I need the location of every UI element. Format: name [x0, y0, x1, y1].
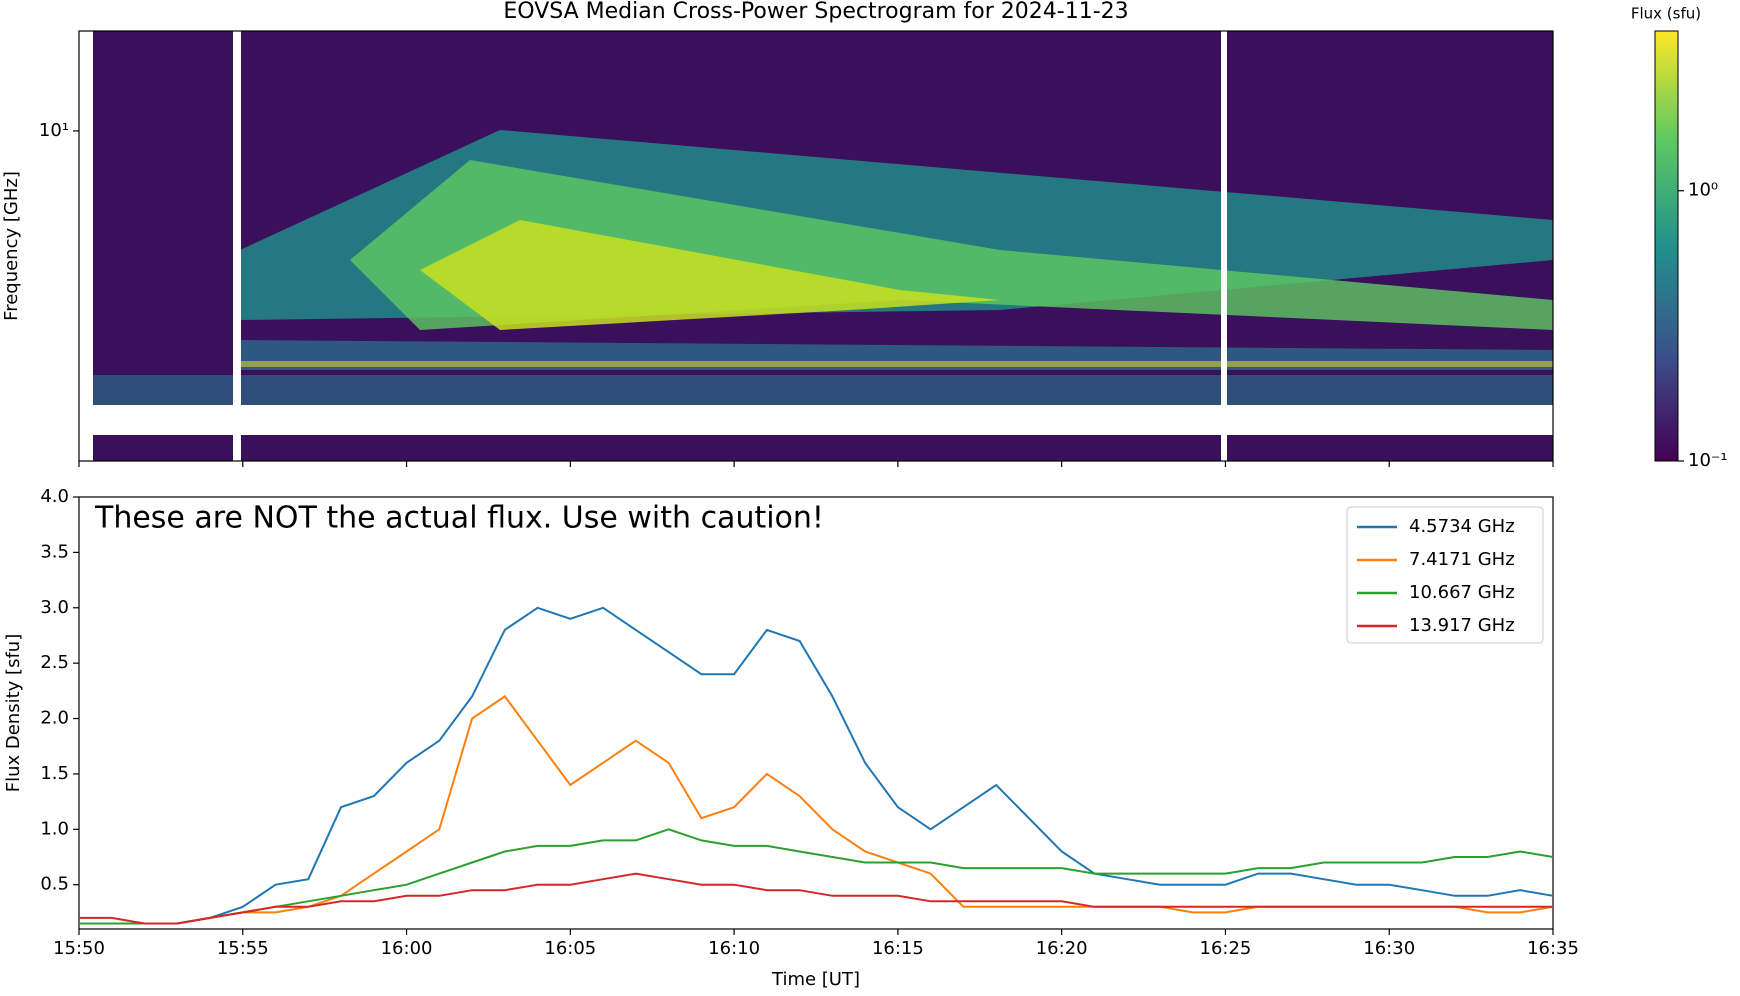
colorbar-label: Flux (sfu) — [1631, 5, 1701, 23]
line-frame — [78, 496, 1554, 930]
x-tick-label: 16:10 — [708, 938, 760, 959]
spectrogram-frame — [78, 30, 1554, 462]
colorbar — [1654, 30, 1679, 462]
x-tick-label: 16:15 — [872, 938, 924, 959]
x-tick-label: 16:00 — [381, 938, 433, 959]
annotation: These are NOT the actual flux. Use with … — [94, 501, 824, 536]
legend-label: 13.917 GHz — [1409, 615, 1515, 636]
x-tick-label: 15:50 — [53, 938, 105, 959]
y-axis-label: Flux Density [sfu] — [3, 634, 24, 792]
spectrogram-image — [93, 31, 1553, 461]
y-tick-label: 3.5 — [40, 541, 69, 562]
x-tick-label: 16:30 — [1363, 938, 1415, 959]
x-tick-label: 16:35 — [1527, 938, 1579, 959]
y-tick-label: 0.5 — [40, 874, 69, 895]
series-line — [79, 872, 1553, 925]
series-line — [79, 828, 1554, 925]
y-tick-label: 2.5 — [40, 652, 69, 673]
y-tick-label: 2.0 — [40, 708, 69, 729]
series-line — [79, 606, 1554, 925]
x-tick-label: 16:25 — [1200, 938, 1252, 959]
colorbar-tick-label: 10⁻¹ — [1688, 450, 1728, 471]
title: EOVSA Median Cross-Power Spectrogram for… — [503, 0, 1128, 24]
y-tick-label: 1.0 — [40, 818, 69, 839]
legend-label: 7.4171 GHz — [1409, 549, 1515, 570]
colorbar-tick-label: 10⁰ — [1688, 180, 1718, 201]
x-axis-label: Time [UT] — [771, 969, 860, 990]
y-tick-label: 1.5 — [40, 763, 69, 784]
x-tick-label: 15:55 — [217, 938, 269, 959]
y-tick-label: 4.0 — [40, 486, 69, 507]
legend-label: 10.667 GHz — [1409, 582, 1515, 603]
legend-frame — [1346, 506, 1544, 644]
y-tick-label: 3.0 — [40, 597, 69, 618]
x-tick-label: 16:05 — [544, 938, 596, 959]
series-line — [79, 695, 1554, 925]
y-axis-label: Frequency [GHz] — [1, 171, 22, 321]
legend-label: 4.5734 GHz — [1409, 516, 1515, 537]
x-tick-label: 16:20 — [1036, 938, 1088, 959]
y-tick-label: 10¹ — [39, 120, 69, 141]
legend: 4.5734 GHz 7.4171 GHz 10.667 GHz 13.917 GHz — [1346, 506, 1544, 644]
